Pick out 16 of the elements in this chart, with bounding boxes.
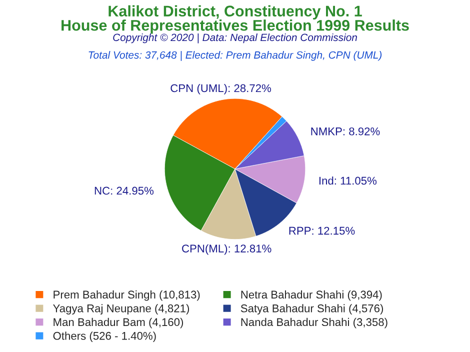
legend-label: Prem Bahadur Singh (10,813) bbox=[54, 290, 200, 301]
text: Total Votes: 37,648 | Elected: Prem Bahadur Singh, CPN (UML) bbox=[88, 51, 382, 61]
chart-title: Kalikot District, Constituency No. 1 House of Representatives Election 1999 Results bbox=[62, 5, 409, 34]
data-label: NMKP: 8.92% bbox=[311, 127, 380, 136]
legend-label: Yagya Raj Neupane (4,821) bbox=[53, 304, 190, 314]
legend-label: Satya Bahadur Shahi (4,576) bbox=[240, 304, 383, 314]
data-label: CPN(ML): 12.81% bbox=[182, 244, 272, 255]
chart-subtitle: Copyright © 2020 | Data: Nepal Election Commission bbox=[113, 33, 357, 44]
data-label: CPN (UML): 28.72% bbox=[170, 84, 272, 94]
legend-label: Netra Bahadur Shahi (9,394) bbox=[241, 290, 382, 301]
data-label: RPP: 12.15% bbox=[289, 226, 355, 235]
legend-label: Others (526 - 1.40%) bbox=[53, 332, 156, 342]
legend-label: Man Bahadur Bam (4,160) bbox=[54, 318, 184, 328]
data-label: Ind: 11.05% bbox=[319, 176, 377, 185]
legend-label: Nanda Bahadur Shahi (3,358) bbox=[241, 318, 388, 328]
data-label: NC: 24.95% bbox=[94, 186, 154, 195]
